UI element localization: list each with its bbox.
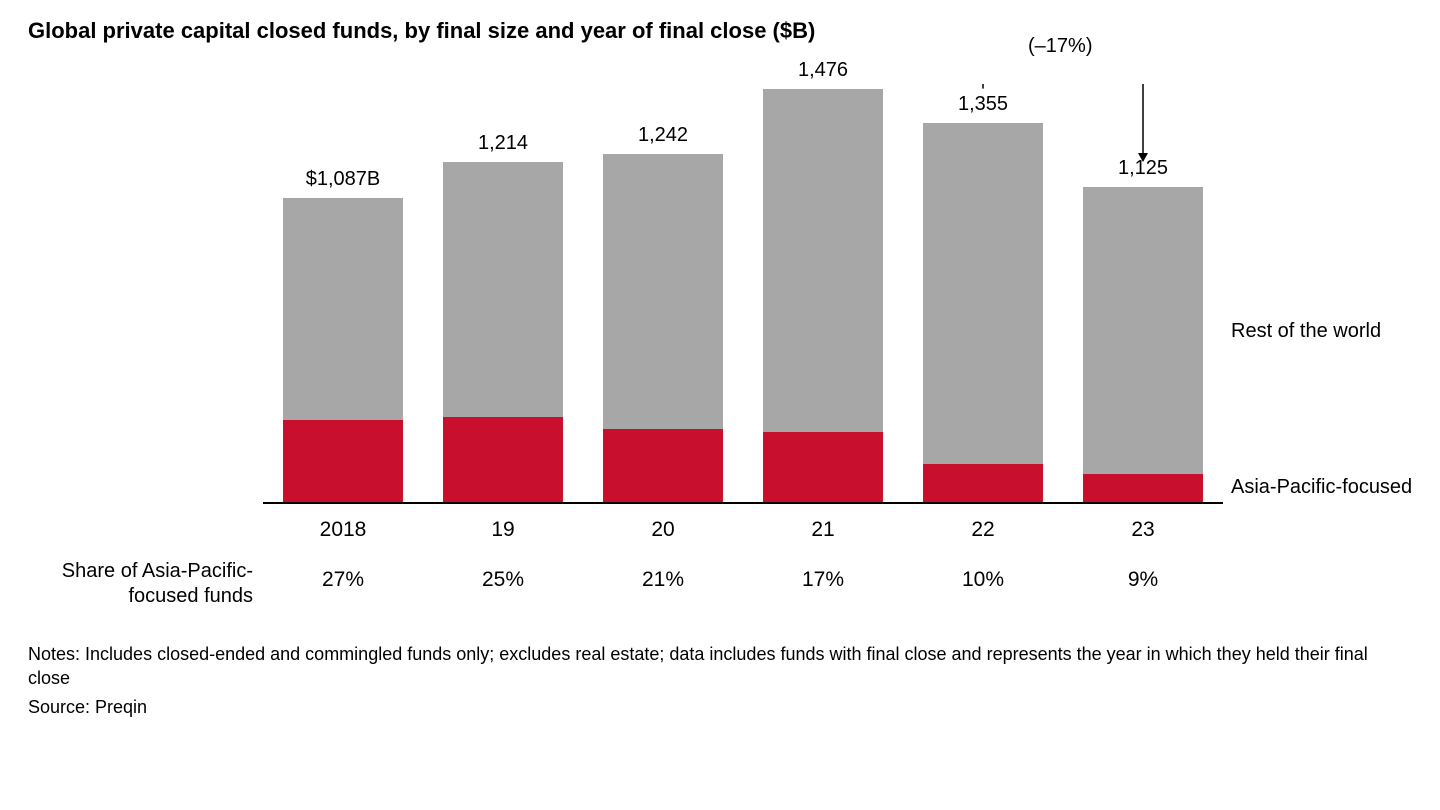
bar-total-label: 1,242 [638,124,688,147]
segment-apac [763,432,883,502]
legend-area: Rest of the world Asia-Pacific-focused [1223,84,1433,592]
x-axis-label: 23 [1063,518,1223,542]
chart-source: Source: Preqin [28,697,1412,718]
bar-slot: 1,355 [903,84,1063,502]
stacked-bar: 1,476 [763,89,883,502]
bars-row: $1,087B 1,214 1,242 1,476 1,355 1,125 [263,84,1223,502]
segment-apac [443,417,563,502]
segment-apac [1083,474,1203,502]
legend-rest-of-world: Rest of the world [1231,320,1381,343]
bar-total-label: 1,476 [798,59,848,82]
segment-rest [283,198,403,420]
bar-slot: 1,125 [1063,84,1223,502]
bar-total-label: $1,087B [306,168,381,191]
bar-total-label: 1,125 [1118,157,1168,180]
chart-title: Global private capital closed funds, by … [28,18,1412,44]
stacked-bar: 1,214 [443,162,563,502]
x-axis-label: 22 [903,518,1063,542]
stacked-bar: 1,242 [603,154,723,502]
segment-apac [603,429,723,502]
share-value: 27% [263,568,423,592]
share-value: 25% [423,568,583,592]
segment-apac [283,420,403,502]
segment-rest [763,89,883,432]
chart-container: Share of Asia-Pacific-focused funds $1,0… [28,84,1412,592]
stacked-bar: 1,125 [1083,187,1203,502]
legend-asia-pacific: Asia-Pacific-focused [1231,476,1412,499]
plot-column: $1,087B1,2141,2421,4761,3551,125 (–17%) … [263,84,1223,592]
share-value: 21% [583,568,743,592]
share-value: 17% [743,568,903,592]
segment-rest [603,154,723,429]
bar-total-label: 1,355 [958,93,1008,116]
x-axis-label: 2018 [263,518,423,542]
stacked-bar: 1,355 [923,123,1043,502]
plot-area: $1,087B1,2141,2421,4761,3551,125 (–17%) [263,84,1223,504]
segment-rest [923,123,1043,464]
share-value: 10% [903,568,1063,592]
chart-notes: Notes: Includes closed-ended and comming… [28,642,1412,691]
stacked-bar: $1,087B [283,198,403,502]
x-axis-label: 21 [743,518,903,542]
segment-rest [443,162,563,417]
left-gutter: Share of Asia-Pacific-focused funds [28,84,263,592]
share-values-row: 27%25%21%17%10%9% [263,568,1223,592]
x-axis-label: 20 [583,518,743,542]
change-callout-text: (–17%) [1028,35,1092,58]
share-row-label: Share of Asia-Pacific-focused funds [62,559,253,609]
bar-total-label: 1,214 [478,132,528,155]
share-value: 9% [1063,568,1223,592]
x-axis-label: 19 [423,518,583,542]
bar-slot: 1,242 [583,84,743,502]
segment-rest [1083,187,1203,474]
segment-apac [923,464,1043,502]
bar-slot: $1,087B [263,84,423,502]
bar-slot: 1,214 [423,84,583,502]
bar-slot: 1,476 [743,84,903,502]
x-axis-labels: 20181920212223 [263,518,1223,542]
